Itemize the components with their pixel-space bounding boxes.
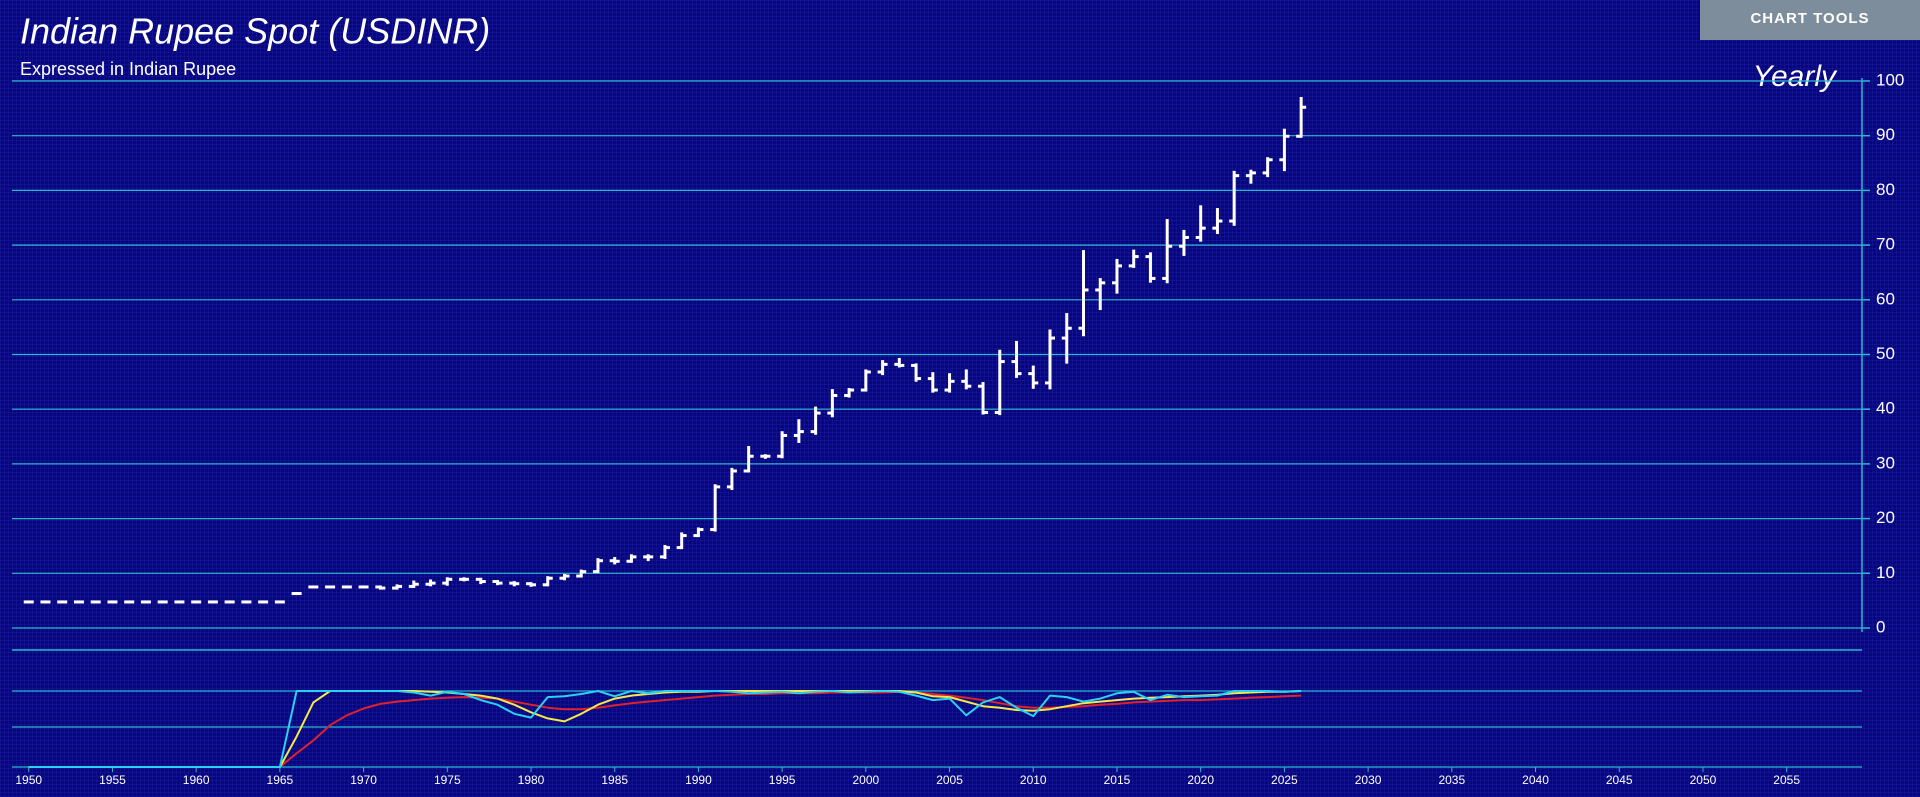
x-tick-label: 2055 <box>1773 773 1800 787</box>
x-tick-label: 2000 <box>852 773 879 787</box>
x-tick-label: 2005 <box>936 773 963 787</box>
x-tick-label: 2040 <box>1522 773 1549 787</box>
x-tick-label: 1960 <box>183 773 210 787</box>
x-tick-label: 1995 <box>769 773 796 787</box>
x-tick-label: 1965 <box>267 773 294 787</box>
chart-title: Indian Rupee Spot (USDINR) <box>20 11 490 52</box>
chart-subtitle: Expressed in Indian Rupee <box>20 59 236 79</box>
x-tick-label: 1985 <box>601 773 628 787</box>
y-tick-label: 20 <box>1876 508 1895 527</box>
y-tick-label: 70 <box>1876 235 1895 254</box>
y-tick-label: 90 <box>1876 125 1895 144</box>
y-tick-label: 50 <box>1876 344 1895 363</box>
x-tick-label: 2030 <box>1355 773 1382 787</box>
x-tick-label: 2025 <box>1271 773 1298 787</box>
x-tick-label: 1950 <box>15 773 42 787</box>
x-tick-label: 2050 <box>1690 773 1717 787</box>
x-tick-label: 1980 <box>518 773 545 787</box>
y-tick-label: 80 <box>1876 180 1895 199</box>
button-background <box>1700 0 1920 40</box>
x-tick-label: 2035 <box>1438 773 1465 787</box>
x-tick-label: 2020 <box>1187 773 1214 787</box>
y-tick-label: 40 <box>1876 399 1895 418</box>
y-tick-label: 0 <box>1876 617 1885 636</box>
x-tick-label: 1975 <box>434 773 461 787</box>
x-tick-label: 1970 <box>350 773 377 787</box>
y-tick-label: 10 <box>1876 563 1895 582</box>
chart-tools-button[interactable]: CHART TOOLS <box>1700 0 1920 40</box>
x-tick-label: 2015 <box>1104 773 1131 787</box>
x-tick-label: 2045 <box>1606 773 1633 787</box>
x-tick-label: 2010 <box>1020 773 1047 787</box>
button-label[interactable]: CHART TOOLS <box>1750 10 1869 27</box>
y-tick-label: 60 <box>1876 289 1895 308</box>
y-tick-label: 100 <box>1876 70 1904 89</box>
x-tick-label: 1990 <box>685 773 712 787</box>
period-label: Yearly <box>1753 60 1838 93</box>
indicator-line <box>28 690 1302 768</box>
y-tick-label: 30 <box>1876 453 1895 472</box>
x-tick-label: 1955 <box>99 773 126 787</box>
